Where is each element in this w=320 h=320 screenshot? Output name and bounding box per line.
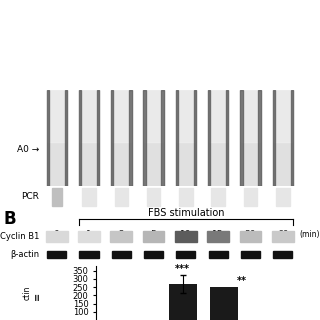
Bar [147, 188, 160, 206]
Bar [143, 231, 164, 243]
Bar [240, 90, 243, 186]
Bar [79, 90, 99, 186]
Bar [112, 90, 131, 142]
Bar [208, 90, 228, 186]
Bar [194, 90, 196, 186]
Text: ***: *** [175, 264, 190, 274]
Bar [241, 251, 260, 258]
Bar [176, 251, 196, 258]
Bar [169, 284, 196, 320]
Text: 60: 60 [277, 230, 289, 239]
Text: ≡: ≡ [32, 292, 42, 300]
Bar [244, 188, 257, 206]
Bar [208, 90, 210, 186]
Bar [273, 90, 275, 186]
Bar [207, 231, 229, 243]
Bar [240, 231, 261, 243]
Bar [129, 90, 132, 186]
Bar [176, 90, 196, 142]
Text: FBS stimulation: FBS stimulation [148, 208, 224, 219]
Bar [111, 90, 132, 186]
Bar [212, 188, 225, 206]
Bar [82, 188, 96, 206]
Bar [176, 90, 178, 186]
Bar [144, 90, 163, 142]
Bar [46, 90, 67, 186]
Text: 10: 10 [180, 230, 192, 239]
Bar [112, 251, 131, 258]
Text: β-actin: β-actin [10, 250, 39, 259]
Text: 1: 1 [86, 230, 92, 239]
Bar [175, 231, 197, 243]
Bar [115, 188, 128, 206]
Bar [79, 90, 99, 142]
Text: 0: 0 [54, 230, 60, 239]
Bar [52, 188, 62, 206]
Text: 15: 15 [212, 230, 224, 239]
Bar [276, 188, 290, 206]
Bar [211, 287, 238, 320]
Bar [46, 231, 68, 243]
Bar [176, 90, 196, 186]
Bar [65, 90, 67, 186]
Bar [78, 231, 100, 243]
Text: 5: 5 [151, 230, 156, 239]
Bar [273, 251, 292, 258]
Bar [111, 90, 114, 186]
Text: PCR: PCR [21, 192, 39, 201]
Text: 30: 30 [245, 230, 256, 239]
Text: A0 →: A0 → [17, 145, 39, 154]
Bar [226, 90, 228, 186]
Bar [272, 231, 294, 243]
Bar [291, 90, 293, 186]
Bar [273, 90, 293, 186]
Text: (min): (min) [300, 230, 320, 239]
Bar [143, 90, 164, 186]
Bar [143, 90, 146, 186]
Bar [258, 90, 261, 186]
Bar [110, 231, 132, 243]
Text: Cyclin B1: Cyclin B1 [0, 232, 39, 241]
Bar [79, 251, 99, 258]
Bar [46, 90, 49, 186]
Text: B: B [3, 210, 16, 228]
Bar [240, 90, 261, 186]
Bar [47, 90, 66, 142]
Bar [144, 251, 163, 258]
Text: **: ** [236, 276, 247, 286]
Bar [241, 90, 260, 142]
Bar [179, 188, 193, 206]
Bar [47, 251, 66, 258]
Bar [161, 90, 164, 186]
Text: 2: 2 [118, 230, 124, 239]
Bar [79, 90, 81, 186]
Bar [97, 90, 99, 186]
Text: ctin: ctin [23, 286, 32, 300]
Bar [209, 90, 228, 142]
Bar [273, 90, 292, 142]
Bar [209, 251, 228, 258]
